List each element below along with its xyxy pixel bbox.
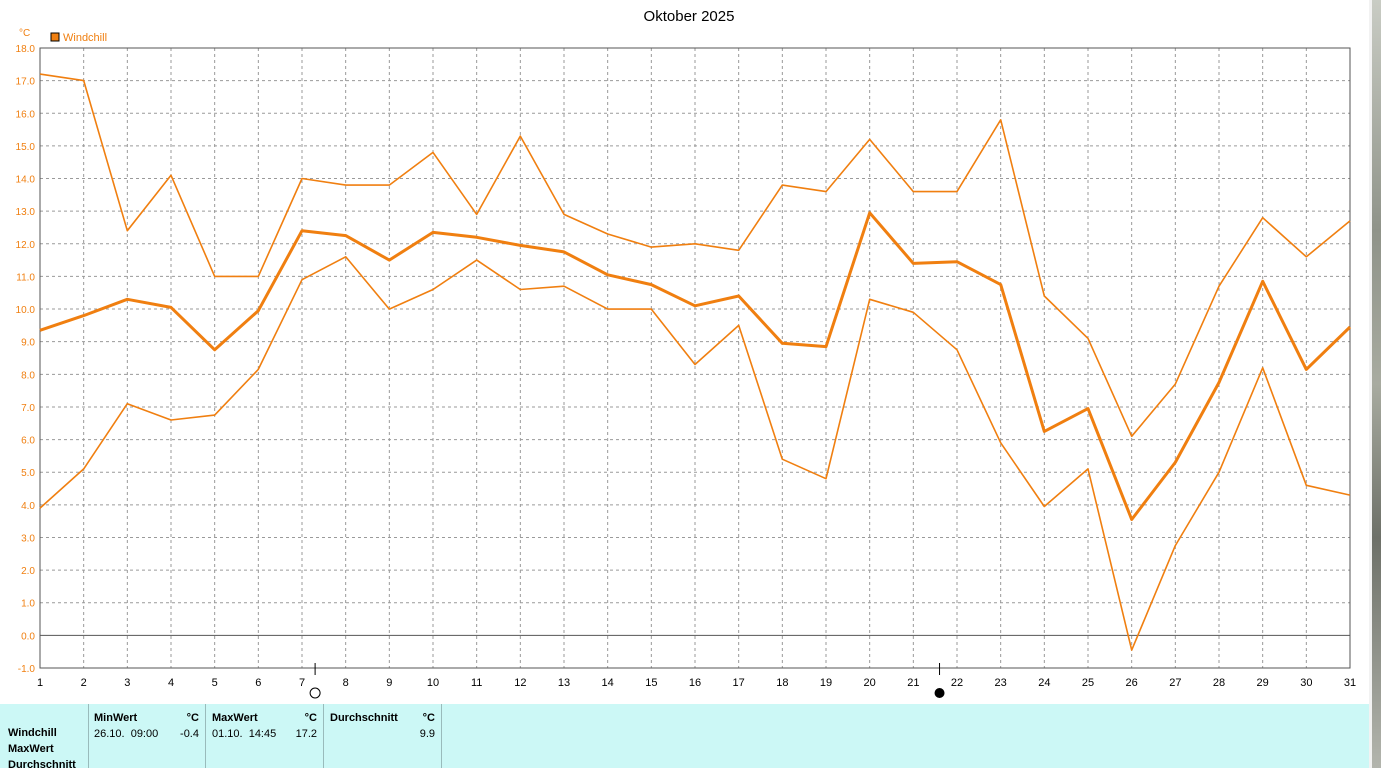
x-tick-label: 17 [733,677,745,689]
legend-swatch [50,32,60,42]
x-tick-label: 23 [995,677,1007,689]
y-tick-label: 15.0 [16,142,36,153]
x-tick-label: 29 [1257,677,1269,689]
x-tick-label: 16 [689,677,701,689]
x-tick-label: 18 [776,677,788,689]
y-tick-label: 1.0 [21,599,35,610]
new-moon-icon [934,688,945,698]
x-tick-label: 27 [1169,677,1181,689]
stats-label-column [0,704,89,768]
y-tick-label: 8.0 [21,370,35,381]
y-tick-label: 4.0 [21,501,35,512]
x-tick-label: 15 [645,677,657,689]
x-tick-label: 3 [124,677,130,689]
series-line [39,255,1351,651]
min-header: MinWert [94,712,138,724]
x-tick-label: 4 [168,677,174,689]
y-tick-label: 18.0 [16,44,36,55]
x-tick-label: 31 [1344,677,1356,689]
y-tick-label: 2.0 [21,566,35,577]
y-tick-label: 10.0 [16,305,36,316]
y-tick-label: 9.0 [21,338,35,349]
y-tick-label: 5.0 [21,468,35,479]
x-tick-label: 19 [820,677,832,689]
series-line [39,211,1352,521]
max-header: MaxWert [212,712,258,724]
x-tick-label: 5 [212,677,218,689]
x-tick-label: 25 [1082,677,1094,689]
x-tick-label: 26 [1126,677,1138,689]
y-tick-label: 7.0 [21,403,35,414]
window-edge [1369,0,1372,768]
stats-min-column: MinWert °C 26.10. 09:00 -0.4 [89,704,206,768]
x-tick-label: 2 [81,677,87,689]
max-unit: °C [304,712,317,724]
x-tick-label: 10 [427,677,439,689]
x-tick-label: 30 [1300,677,1312,689]
stats-row-label: Windchill [8,727,57,739]
full-moon-icon [309,687,321,699]
x-tick-label: 20 [864,677,876,689]
x-tick-label: 13 [558,677,570,689]
stats-panel: Windchill MaxWert Durchschnitt MinWert °… [0,704,1369,771]
min-value: -0.4 [180,728,199,740]
y-tick-label: 17.0 [16,77,36,88]
y-tick-label: 12.0 [16,240,36,251]
series-line [39,73,1351,438]
min-date: 26.10. 09:00 [94,728,159,740]
stats-max-column: MaxWert °C 01.10. 14:45 17.2 [206,704,324,768]
x-tick-label: 6 [255,677,261,689]
x-tick-label: 22 [951,677,963,689]
avg-value: 9.9 [419,728,435,740]
stats-avg-column: Durchschnitt °C 9.9 [324,704,442,768]
y-tick-label: 0.0 [21,631,35,642]
x-tick-label: 14 [602,677,614,689]
x-tick-label: 11 [471,677,482,689]
stats-row-label: MaxWert [8,743,54,755]
x-tick-label: 9 [386,677,392,689]
x-tick-label: 12 [514,677,526,689]
y-tick-label: -1.0 [18,664,36,675]
chart-title: Oktober 2025 [644,8,735,25]
y-unit-label: °C [19,28,30,39]
avg-header: Durchschnitt [330,712,398,724]
background-strip [1372,0,1381,768]
min-unit: °C [186,712,199,724]
x-tick-label: 7 [299,677,305,689]
x-tick-label: 8 [343,677,349,689]
y-tick-label: 3.0 [21,533,35,544]
x-tick-label: 21 [907,677,919,689]
x-tick-label: 28 [1213,677,1225,689]
avg-unit: °C [422,712,435,724]
legend-label: Windchill [63,32,107,44]
chart: Oktober 2025 °C Windchill 18.017.016.015… [16,8,1356,699]
x-tick-label: 1 [37,677,43,689]
max-value: 17.2 [295,728,317,740]
plot-frame [39,47,1351,669]
y-tick-label: 11.0 [16,272,35,283]
y-tick-label: 14.0 [16,175,36,186]
y-tick-label: 16.0 [16,109,36,120]
y-tick-label: 6.0 [21,436,35,447]
x-tick-label: 24 [1038,677,1050,689]
max-date: 01.10. 14:45 [212,728,277,740]
y-tick-label: 13.0 [16,207,36,218]
